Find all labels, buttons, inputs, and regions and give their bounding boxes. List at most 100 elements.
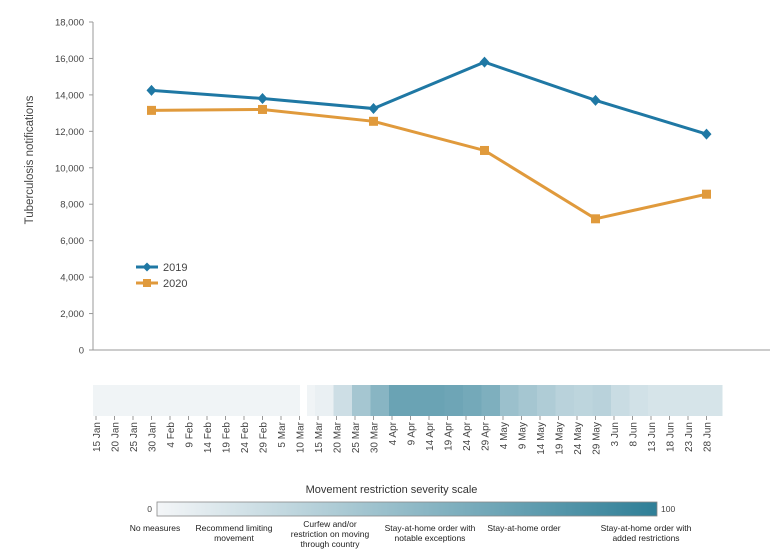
severity-cell xyxy=(444,385,464,416)
data-point-2020 xyxy=(480,145,489,155)
data-point-2020 xyxy=(147,105,156,115)
data-point-2020 xyxy=(369,116,378,126)
date-label: 14 Feb xyxy=(203,422,214,454)
date-label: 5 Mar xyxy=(277,421,288,447)
severity-cell xyxy=(315,385,334,416)
severity-cell xyxy=(592,385,612,416)
scale-caption-curfew: Curfew and/or restriction on moving thro… xyxy=(290,519,370,549)
timeline-gap xyxy=(300,385,307,416)
y-tick-label: 4,000 xyxy=(60,273,84,284)
severity-cell xyxy=(481,385,501,416)
severity-cell xyxy=(463,385,482,416)
data-point-2020 xyxy=(591,214,600,224)
date-label: 29 Apr xyxy=(481,421,492,451)
severity-scale-title: Movement restriction severity scale xyxy=(305,484,478,496)
severity-cell xyxy=(278,385,297,416)
date-label: 29 Feb xyxy=(259,422,270,454)
date-label: 9 May xyxy=(518,422,529,449)
severity-cell xyxy=(185,385,205,416)
y-tick-label: 10,000 xyxy=(55,163,84,174)
date-label: 30 Jan xyxy=(148,422,159,452)
legend-label-2020: 2020 xyxy=(163,278,187,290)
y-tick-label: 16,000 xyxy=(55,54,84,65)
y-tick-label: 12,000 xyxy=(55,127,84,138)
severity-cell xyxy=(352,385,371,416)
legend-marker-2019 xyxy=(142,262,152,272)
scale-caption-stay-home-exceptions: Stay-at-home order with notable exceptio… xyxy=(384,523,476,543)
scale-caption-no-measures: No measures xyxy=(129,523,181,533)
date-label: 19 Apr xyxy=(444,421,455,451)
scale-min-label: 0 xyxy=(147,504,152,514)
severity-cell xyxy=(500,385,519,416)
date-label: 20 Mar xyxy=(333,421,344,453)
severity-cell xyxy=(574,385,593,416)
date-label: 19 May xyxy=(555,422,566,455)
legend-label-2019: 2019 xyxy=(163,262,187,274)
date-label: 9 Feb xyxy=(185,422,196,448)
severity-cell xyxy=(555,385,575,416)
series-line-2020 xyxy=(151,107,707,221)
y-tick-label: 8,000 xyxy=(60,200,84,211)
date-label: 13 Jun xyxy=(647,422,658,452)
severity-cell xyxy=(148,385,168,416)
severity-cell xyxy=(426,385,445,416)
date-label: 15 Mar xyxy=(314,421,325,453)
date-label: 18 Jun xyxy=(666,422,677,452)
date-label: 8 Jun xyxy=(629,422,640,446)
date-label: 10 Mar xyxy=(296,421,307,453)
severity-cell xyxy=(204,385,223,416)
severity-cell xyxy=(333,385,353,416)
severity-cell xyxy=(518,385,538,416)
data-point-2019 xyxy=(257,93,268,105)
date-label: 29 May xyxy=(592,422,603,455)
date-label: 14 Apr xyxy=(425,421,436,451)
severity-cell xyxy=(629,385,649,416)
severity-cell xyxy=(93,385,112,416)
severity-cell xyxy=(130,385,149,416)
y-tick-label: 18,000 xyxy=(55,18,84,29)
series-line-2019 xyxy=(151,60,707,136)
date-label: 4 Feb xyxy=(166,422,177,448)
scale-caption-stay-home: Stay-at-home order xyxy=(487,523,561,533)
date-label: 23 Jun xyxy=(684,422,695,452)
date-label: 14 May xyxy=(536,422,547,455)
severity-cell xyxy=(167,385,186,416)
severity-cell xyxy=(370,385,390,416)
severity-cell xyxy=(111,385,131,416)
date-label: 25 Jan xyxy=(129,422,140,452)
data-point-2019 xyxy=(368,103,379,115)
severity-cell xyxy=(407,385,427,416)
y-tick-label: 14,000 xyxy=(55,90,84,101)
y-axis-label: Tuberculosis notifications xyxy=(24,95,36,224)
data-point-2019 xyxy=(479,56,490,68)
severity-cell xyxy=(222,385,242,416)
scale-caption-stay-home-added: Stay-at-home order with added restrictio… xyxy=(600,523,692,543)
date-label: 25 Mar xyxy=(351,421,362,453)
date-label: 3 Jun xyxy=(610,422,621,446)
scale-max-label: 100 xyxy=(661,504,675,514)
severity-cell xyxy=(648,385,667,416)
date-label: 19 Feb xyxy=(222,422,233,454)
y-tick-label: 0 xyxy=(79,346,84,357)
severity-gradient-bar xyxy=(156,501,658,517)
data-point-2020 xyxy=(702,189,711,199)
date-label: 4 May xyxy=(499,422,510,449)
date-label: 30 Mar xyxy=(370,421,381,453)
data-point-2019 xyxy=(590,94,601,106)
severity-cell xyxy=(389,385,408,416)
severity-cell xyxy=(241,385,260,416)
date-label: 24 May xyxy=(573,422,584,455)
severity-cell xyxy=(666,385,686,416)
severity-cell xyxy=(259,385,279,416)
y-tick-label: 2,000 xyxy=(60,309,84,320)
severity-cell xyxy=(685,385,704,416)
date-label: 9 Apr xyxy=(407,421,418,445)
severity-cell xyxy=(611,385,630,416)
date-label: 15 Jan xyxy=(92,422,103,452)
data-point-2019 xyxy=(146,84,157,96)
date-label: 28 Jun xyxy=(703,422,714,452)
severity-cell xyxy=(703,385,723,416)
legend-marker-2020 xyxy=(143,279,151,287)
severity-cell xyxy=(537,385,556,416)
